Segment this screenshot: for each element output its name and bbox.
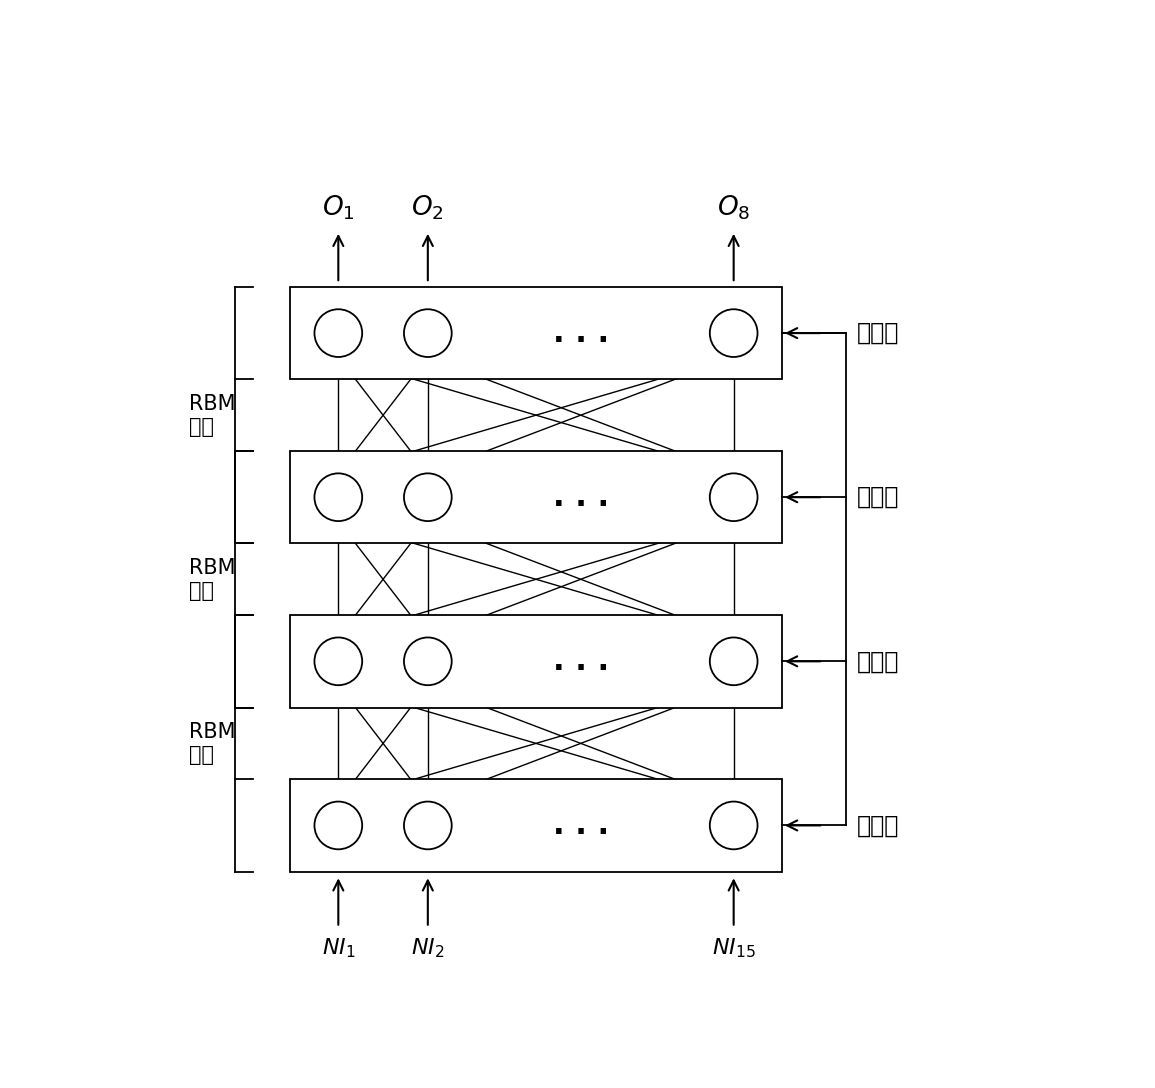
- Text: . . .: . . .: [553, 647, 609, 676]
- Circle shape: [710, 473, 758, 521]
- Circle shape: [404, 309, 452, 357]
- Circle shape: [710, 309, 758, 357]
- Text: RBM
模型: RBM 模型: [189, 394, 236, 436]
- Circle shape: [404, 473, 452, 521]
- Text: 输入层: 输入层: [857, 814, 899, 838]
- Text: . . .: . . .: [553, 483, 609, 511]
- Circle shape: [314, 638, 363, 685]
- Text: RBM
模型: RBM 模型: [189, 721, 236, 765]
- Circle shape: [314, 309, 363, 357]
- Bar: [290, 452, 782, 544]
- Circle shape: [314, 802, 363, 850]
- Bar: [290, 615, 782, 707]
- Text: 隐藏层: 隐藏层: [857, 650, 899, 673]
- Text: 隐藏层: 隐藏层: [857, 485, 899, 509]
- Circle shape: [710, 802, 758, 850]
- Text: . . .: . . .: [553, 811, 609, 840]
- Text: $O_1$: $O_1$: [322, 194, 355, 222]
- Bar: [290, 287, 782, 380]
- Circle shape: [404, 638, 452, 685]
- Text: 输出层: 输出层: [857, 321, 899, 345]
- Text: $NI_2$: $NI_2$: [411, 937, 445, 961]
- Text: $O_2$: $O_2$: [411, 194, 445, 222]
- Bar: [290, 779, 782, 871]
- Text: $O_8$: $O_8$: [717, 194, 751, 222]
- Text: $NI_{15}$: $NI_{15}$: [711, 937, 755, 961]
- Text: . . .: . . .: [553, 319, 609, 348]
- Circle shape: [314, 473, 363, 521]
- Circle shape: [404, 802, 452, 850]
- Text: RBM
模型: RBM 模型: [189, 558, 236, 601]
- Circle shape: [710, 638, 758, 685]
- Text: $NI_1$: $NI_1$: [321, 937, 355, 961]
